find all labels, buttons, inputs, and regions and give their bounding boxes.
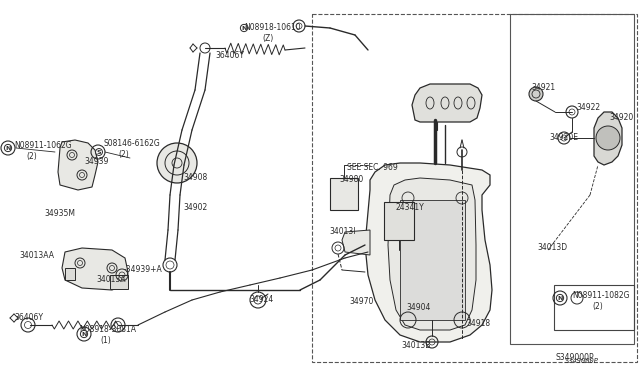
Text: (2): (2): [592, 302, 603, 311]
Text: N08918-3081A: N08918-3081A: [79, 324, 136, 334]
Text: 34920: 34920: [609, 113, 633, 122]
Text: N08911-1082G: N08911-1082G: [572, 292, 630, 301]
Text: N: N: [557, 295, 563, 301]
Text: 34013A: 34013A: [96, 276, 125, 285]
Text: S349000P: S349000P: [565, 358, 599, 364]
Polygon shape: [58, 140, 98, 190]
Text: S: S: [97, 150, 101, 154]
Text: (2): (2): [26, 151, 36, 160]
Text: 34013AA: 34013AA: [19, 251, 54, 260]
Text: 34013D: 34013D: [537, 244, 567, 253]
Text: S08146-6162G: S08146-6162G: [103, 138, 160, 148]
Text: N: N: [557, 295, 563, 301]
Text: N08918-10610: N08918-10610: [244, 23, 301, 32]
Text: 34902: 34902: [183, 203, 207, 212]
Bar: [400, 200, 465, 320]
Text: 34904: 34904: [406, 302, 430, 311]
Text: 34970: 34970: [349, 296, 373, 305]
Bar: [110, 275, 128, 289]
Bar: [312, 14, 637, 362]
Bar: [554, 285, 634, 330]
Text: 34918: 34918: [466, 320, 490, 328]
Text: -34939+A: -34939+A: [124, 264, 163, 273]
Text: 34922: 34922: [576, 103, 600, 112]
Text: SEE SEC. 969: SEE SEC. 969: [347, 163, 397, 171]
Text: 34980: 34980: [339, 174, 364, 183]
Polygon shape: [365, 163, 492, 342]
Polygon shape: [62, 248, 128, 290]
Polygon shape: [594, 112, 622, 165]
Text: 36406Y: 36406Y: [14, 314, 43, 323]
Text: 36406Y: 36406Y: [215, 51, 244, 61]
Text: 34921: 34921: [531, 83, 555, 92]
Text: 24341Y: 24341Y: [396, 202, 425, 212]
Text: (1): (1): [100, 336, 111, 344]
Text: 34939: 34939: [84, 157, 108, 166]
Text: 34908: 34908: [183, 173, 207, 182]
Text: N: N: [5, 145, 11, 151]
Text: 34935M: 34935M: [44, 208, 75, 218]
Circle shape: [596, 126, 620, 150]
Polygon shape: [342, 230, 370, 255]
Text: 34920E: 34920E: [549, 132, 578, 141]
Bar: [65, 268, 75, 280]
Text: 34013B: 34013B: [401, 340, 430, 350]
Circle shape: [529, 87, 543, 101]
Bar: [330, 178, 358, 210]
Text: S349000P: S349000P: [556, 353, 595, 362]
Bar: [384, 202, 414, 240]
Text: N: N: [241, 26, 246, 31]
Text: S: S: [96, 150, 100, 154]
Polygon shape: [412, 84, 482, 122]
Text: N: N: [81, 331, 86, 337]
Polygon shape: [388, 178, 476, 330]
Text: 34013I: 34013I: [329, 228, 355, 237]
Text: 34924: 34924: [249, 295, 273, 305]
Text: N: N: [81, 331, 86, 337]
Text: (Z): (Z): [262, 35, 273, 44]
Text: N: N: [5, 145, 11, 151]
Text: N08911-1062G: N08911-1062G: [14, 141, 72, 150]
Bar: [510, 14, 634, 344]
Circle shape: [157, 143, 197, 183]
Text: (2): (2): [118, 150, 129, 158]
